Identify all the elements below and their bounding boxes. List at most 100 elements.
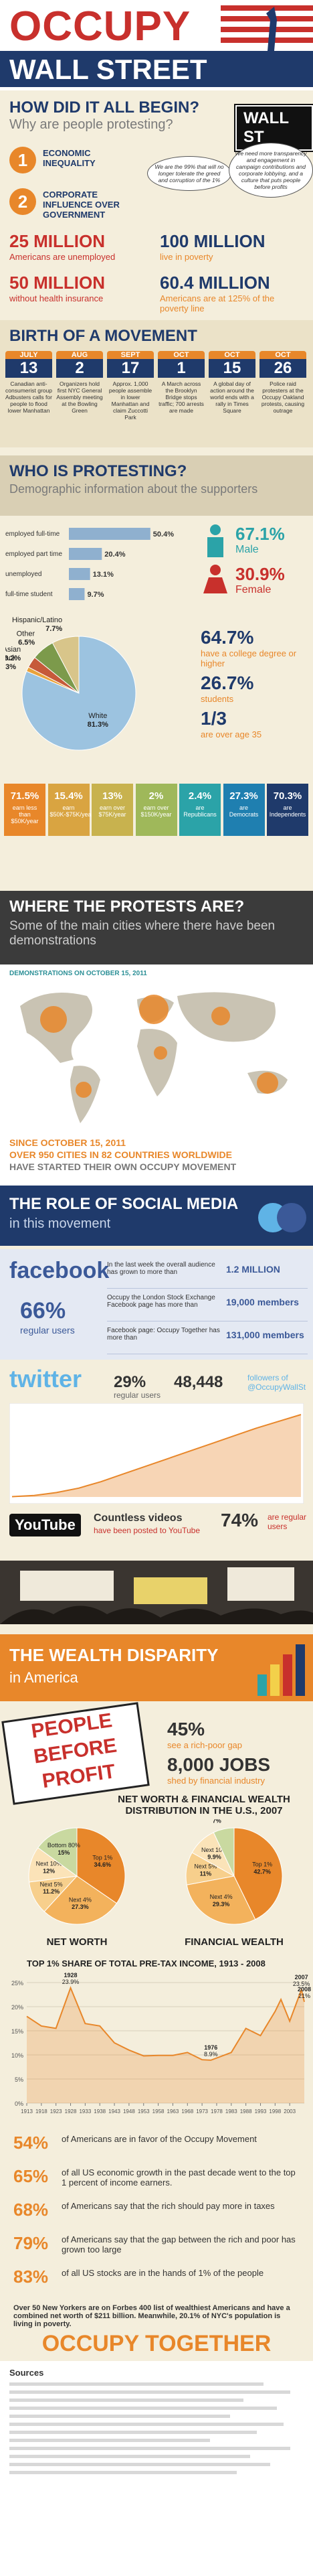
value-label: 20.4% (104, 551, 125, 559)
bar (69, 568, 90, 580)
youtube-share-label: are regular users (268, 1512, 307, 1531)
wealth-fact-value: 79% (13, 2233, 49, 2253)
fact-label: students (201, 694, 234, 704)
header: OCCUPY WALL STREET (0, 0, 313, 90)
wealth-fact: 54% of Americans are in favor of the Occu… (13, 2130, 301, 2163)
slice-value: 3.2% (5, 654, 21, 662)
x-tick-label: 1993 (255, 2108, 267, 2115)
wealth-fact-text: of Americans say that the rich should pa… (62, 2201, 275, 2211)
slice-value: 6.5% (18, 639, 35, 647)
stat-label: live in poverty (160, 252, 213, 262)
facebook-row: Facebook page: Occupy Together has more … (107, 1321, 308, 1354)
fact-label: have a college degree or higher (201, 648, 297, 668)
event-day: 15 (209, 359, 255, 378)
wealth-stat-value: 8,000 JOBS (167, 1754, 271, 1775)
shape (139, 995, 169, 1024)
y-tick-label: 25% (11, 1980, 23, 1987)
event-day: 13 (5, 359, 52, 378)
protest-sign: PEOPLE BEFORE PROFIT (1, 1702, 150, 1805)
quote-bubble: We need more transparency and engagement… (229, 143, 313, 198)
pie-slice (213, 1827, 235, 1877)
reasons: 1 ECONOMIC INEQUALITY 2 CORPORATE INFLUENCE… (9, 144, 143, 227)
x-tick-label: 1933 (79, 2108, 91, 2115)
event-day: 1 (158, 359, 205, 378)
fact-value: 26.7% (201, 672, 254, 693)
event-month: OCT (158, 351, 205, 359)
facebook-panel (0, 1249, 313, 1360)
slice-value: 15% (58, 1849, 70, 1856)
shape (0, 1605, 313, 1624)
income-label: earn less than $50K/year (11, 804, 39, 825)
income-label: earn $50K-$75K/year (49, 804, 94, 818)
slice-value: 7% (213, 1819, 221, 1824)
reason-number: 1 (9, 147, 36, 173)
gender-icon (203, 565, 227, 593)
slice-value: 81.3% (88, 721, 108, 729)
annotation-value: 23.9% (62, 1979, 80, 1985)
wealth-fact: 79% of Americans say that the gap between… (13, 2230, 301, 2264)
event: OCT 15 A global day of action around the w… (209, 351, 255, 414)
income-value: 13% (102, 790, 123, 802)
wealth-fact: 65% of all US economic growth in the past… (13, 2163, 301, 2197)
wealth-fact-text: of Americans are in favor of the Occupy … (62, 2134, 257, 2144)
wealth-note: Over 50 New Yorkers are on Forbes 400 li… (13, 2304, 290, 2328)
sources-title: Sources (9, 2368, 44, 2378)
facebook-rows: In the last week the overall audience ha… (107, 1256, 308, 1354)
stat: 60.4 MILLION Americans are at 125% of the… (160, 273, 304, 313)
section-subtitle: Demographic information about the suppor… (9, 482, 258, 496)
shape (227, 1567, 294, 1601)
x-tick-label: 1953 (138, 2108, 150, 2115)
income-label: earn over $150K/year (140, 804, 172, 818)
pie-slice (37, 1827, 78, 1877)
value-label: 50.4% (153, 530, 174, 539)
annotation-value: 23.5% (293, 1981, 310, 1987)
shape (9, 2471, 237, 2474)
since: SINCE OCTOBER 15, 2011 (9, 1137, 126, 1148)
x-tick-label: 1943 (108, 2108, 120, 2115)
x-tick-label: 1913 (21, 2108, 33, 2115)
twitter-followers-label: followers of @OccupyWallSt (247, 1373, 306, 1392)
bar-icon (257, 1644, 305, 1696)
wealth-facts: 54% of Americans are in favor of the Occu… (13, 2130, 301, 2297)
slice-category: Hispanic/Latino (12, 616, 62, 624)
event: OCT 26 Police raid protesters at the Occup… (259, 351, 306, 414)
shape (211, 1007, 230, 1025)
shape (221, 5, 313, 11)
pie-slice (51, 636, 80, 694)
shape (9, 2455, 250, 2458)
income-label: are Republicans (183, 804, 217, 818)
y-tick-label: 5% (15, 2076, 23, 2083)
section-subtitle: Why are people protesting? (9, 117, 173, 132)
facebook-row-text: In the last week the overall audience ha… (107, 1261, 215, 1276)
shape (283, 1654, 292, 1696)
wealth-fact-value: 54% (13, 2133, 49, 2153)
wealth-stats: 45% see a rich-poor gap 8,000 JOBS shed by … (167, 1715, 308, 1786)
shape (9, 2399, 243, 2402)
youtube-share: 74% (221, 1510, 259, 1530)
wealth-fact-text: of all US stocks are in the hands of 1% … (62, 2268, 264, 2278)
area (27, 1987, 304, 2103)
slice-category: Black (5, 654, 17, 662)
slice-value: 12% (43, 1868, 55, 1875)
x-tick-label: 1988 (240, 2108, 252, 2115)
event-text: Canadian anti-consumerist group Adbuster… (5, 380, 52, 414)
x-tick-label: 1918 (35, 2108, 47, 2115)
value-label: 13.1% (93, 571, 114, 579)
line (26, 1986, 305, 2061)
icon-body (203, 577, 227, 593)
section-subtitle: Some of the main cities where there have… (9, 919, 276, 948)
headline: OVER 950 CITIES IN 82 COUNTRIES WORLDWID… (9, 1149, 232, 1160)
x-tick-label: 1928 (65, 2108, 77, 2115)
tail: HAVE STARTED THEIR OWN OCCUPY MOVEMENT (9, 1161, 237, 1172)
slogan: OCCUPY TOGETHER (41, 2331, 272, 2356)
slice-value: 7.7% (45, 625, 62, 633)
shape (296, 1644, 305, 1696)
title-band (0, 455, 313, 516)
fact-value: 64.7% (201, 627, 254, 648)
quote-bubble: We are the 99% that will no longer toler… (147, 156, 231, 191)
slice-value: 27.3% (72, 1904, 89, 1910)
event-text: A March across the Brooklyn Bridge stops… (159, 380, 204, 414)
shape (9, 2447, 290, 2450)
wealth-fact-value: 68% (13, 2200, 49, 2220)
timeline: JULY 13 Canadian anti-consumerist group Ad… (5, 351, 308, 445)
